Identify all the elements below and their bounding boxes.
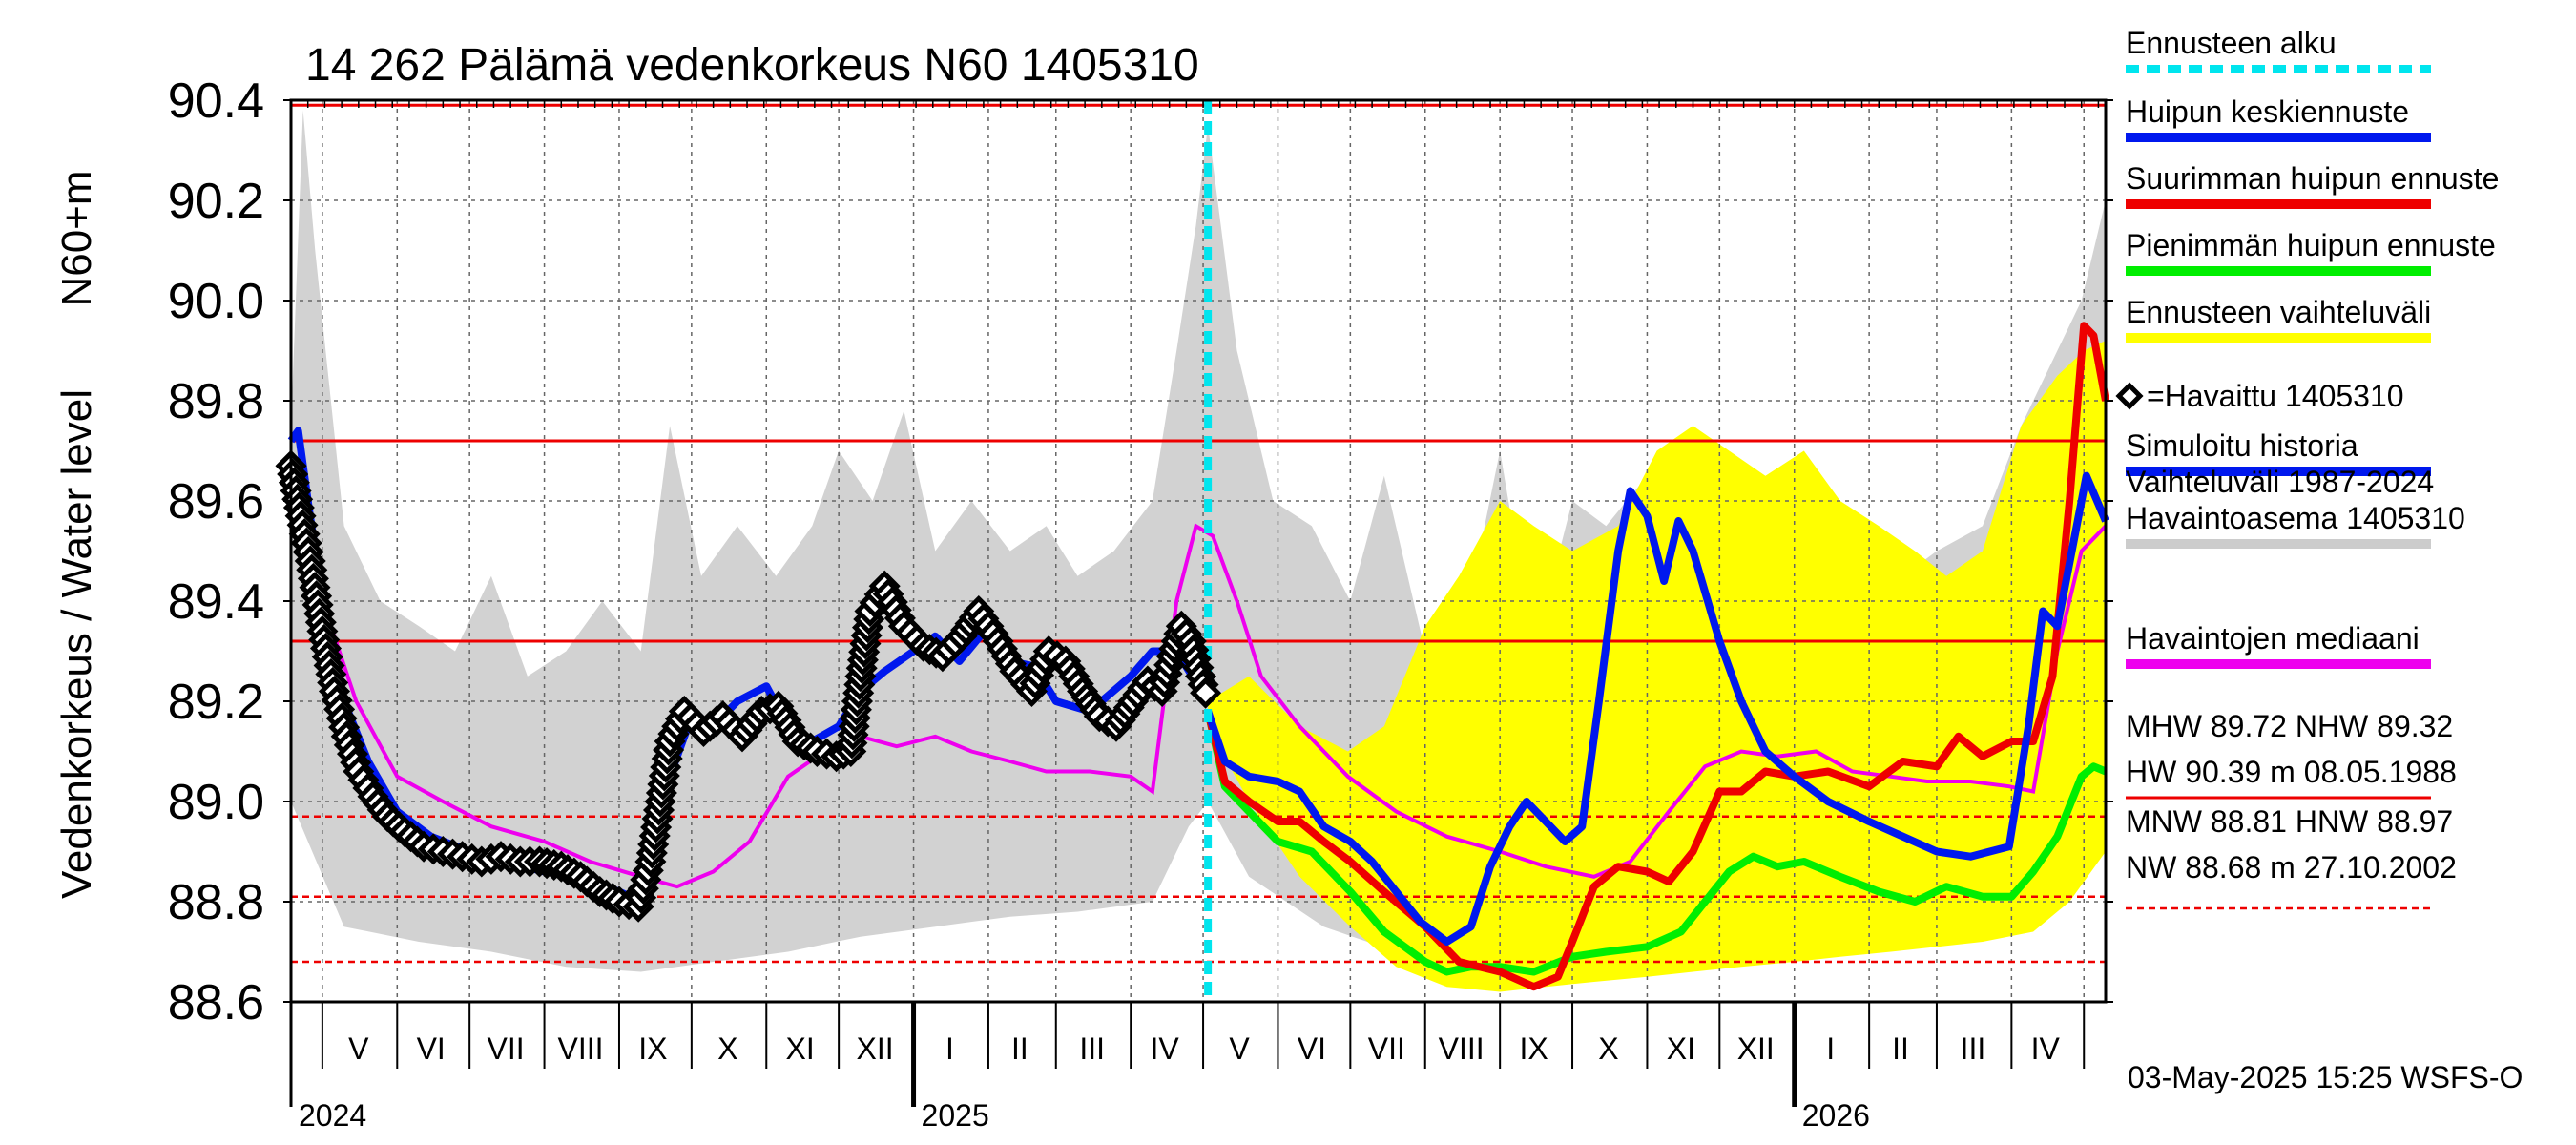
reference-line-layer bbox=[291, 103, 2106, 964]
month-label: VIII bbox=[1439, 1031, 1485, 1066]
legend-label: Vaihteluväli 1987-2024 bbox=[2126, 465, 2434, 499]
y-tick-label: 89.6 bbox=[168, 474, 264, 530]
y-axis-label: Vedenkorkeus / Water level bbox=[53, 389, 100, 899]
month-label: IX bbox=[1519, 1031, 1548, 1066]
month-label: VIII bbox=[558, 1031, 604, 1066]
month-label: V bbox=[1229, 1031, 1250, 1066]
month-label: IX bbox=[638, 1031, 667, 1066]
month-label: II bbox=[1011, 1031, 1028, 1066]
month-label: XII bbox=[857, 1031, 894, 1066]
legend-label: Ennusteen vaihteluväli bbox=[2126, 295, 2431, 329]
legend-label: Havaintojen mediaani bbox=[2126, 621, 2420, 656]
plot-frame bbox=[289, 98, 2108, 1004]
y-tick-label: 90.4 bbox=[168, 73, 264, 129]
observed-marker-layer bbox=[275, 449, 1222, 923]
month-label: III bbox=[1961, 1031, 1986, 1066]
month-label: X bbox=[717, 1031, 737, 1066]
legend-label: Simuloitu historia bbox=[2126, 428, 2358, 463]
legend-label: Pienimmän huipun ennuste bbox=[2126, 228, 2496, 262]
stat-text: HW 90.39 m 08.05.1988 bbox=[2126, 755, 2457, 789]
min-peak-forecast-line bbox=[1204, 710, 2108, 976]
axis-layer: 88.6 88.8 89.0 89.2 89.4 89.6 89.8 90.0 90.2 90.4… bbox=[168, 73, 2113, 1133]
month-label: I bbox=[945, 1031, 954, 1066]
month-label: VI bbox=[1298, 1031, 1326, 1066]
legend-marker-observed bbox=[2115, 382, 2144, 410]
month-label: XI bbox=[1667, 1031, 1695, 1066]
month-label: VII bbox=[1368, 1031, 1405, 1066]
month-label: X bbox=[1598, 1031, 1618, 1066]
y-tick-label: 89.4 bbox=[168, 574, 264, 630]
max-peak-forecast-line bbox=[1204, 322, 2109, 991]
y-tick-label: 90.2 bbox=[168, 174, 264, 229]
month-label: IV bbox=[1150, 1031, 1179, 1066]
stat-text: MHW 89.72 NHW 89.32 bbox=[2126, 709, 2453, 743]
legend-label: Suurimman huipun ennuste bbox=[2126, 161, 2499, 196]
year-label: 2026 bbox=[1802, 1098, 1870, 1133]
stat-text: MNW 88.81 HNW 88.97 bbox=[2126, 804, 2453, 839]
y-tick-label: 88.8 bbox=[168, 875, 264, 930]
month-label: XI bbox=[786, 1031, 815, 1066]
y-tick-label: 89.0 bbox=[168, 775, 264, 830]
footer-timestamp: 03-May-2025 15:25 WSFS-O bbox=[2128, 1060, 2523, 1094]
month-label: III bbox=[1079, 1031, 1105, 1066]
month-label: VII bbox=[488, 1031, 525, 1066]
month-label: VI bbox=[417, 1031, 446, 1066]
mean-peak-forecast-line bbox=[1204, 471, 2109, 946]
y-tick-label: 89.8 bbox=[168, 374, 264, 429]
chart-title: 14 262 Pälämä vedenkorkeus N60 1405310 bbox=[305, 40, 1199, 91]
y-tick-label: 88.6 bbox=[168, 975, 264, 1030]
month-label: II bbox=[1892, 1031, 1909, 1066]
month-label: I bbox=[1826, 1031, 1835, 1066]
month-label: V bbox=[348, 1031, 369, 1066]
y-axis-unit-label: N60+m bbox=[53, 170, 100, 306]
legend-label: Ennusteen alku bbox=[2126, 26, 2337, 60]
year-label: 2024 bbox=[299, 1098, 366, 1133]
legend-label: =Havaittu 1405310 bbox=[2147, 379, 2404, 413]
legend-label: Havaintoasema 1405310 bbox=[2126, 501, 2465, 535]
legend-label: Huipun keskiennuste bbox=[2126, 94, 2409, 129]
legend-layer: Ennusteen alku Huipun keskiennuste Suurimm… bbox=[2115, 26, 2499, 910]
stat-text: NW 88.68 m 27.10.2002 bbox=[2126, 850, 2457, 885]
month-label: IV bbox=[2031, 1031, 2061, 1066]
observed-marker bbox=[1190, 677, 1222, 709]
y-tick-label: 89.2 bbox=[168, 675, 264, 730]
year-label: 2025 bbox=[922, 1098, 989, 1133]
y-tick-label: 90.0 bbox=[168, 274, 264, 329]
month-label: XII bbox=[1737, 1031, 1775, 1066]
